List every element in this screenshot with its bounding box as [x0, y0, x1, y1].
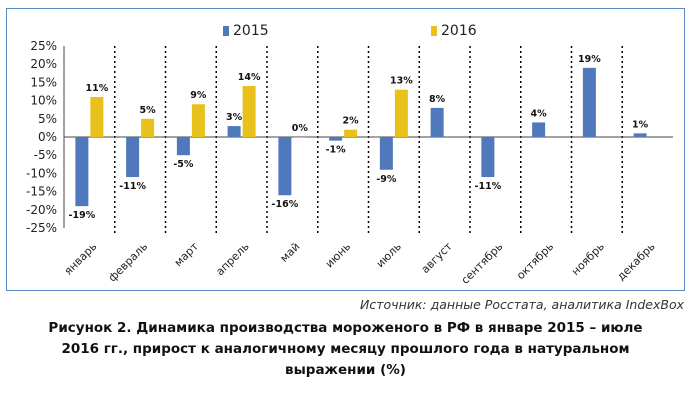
legend-swatch-2015 [223, 26, 229, 36]
bar-2015-февраль [126, 137, 140, 178]
y-tick-label: 25% [30, 39, 57, 53]
data-label-2015-июнь: -1% [326, 145, 347, 156]
data-label-2016-апрель: 14% [238, 72, 261, 83]
caption-line-2: 2016 гг., прирост к аналогичному месяцу … [61, 341, 630, 357]
x-tick-label-август: август [419, 240, 455, 276]
y-tick-label: -10% [26, 166, 57, 180]
x-tick-label-декабрь: декабрь [615, 240, 658, 283]
y-tick-label: 20% [30, 57, 57, 71]
y-tick-label: -15% [26, 185, 57, 199]
bar-2016-июль [394, 89, 408, 137]
bar-2015-ноябрь [582, 67, 596, 137]
bar-2016-март [191, 104, 205, 137]
bar-2015-июнь [329, 137, 343, 141]
bar-2015-январь [75, 137, 89, 207]
x-tick-label-октябрь: октябрь [514, 240, 556, 282]
x-tick-label-июль: июль [374, 240, 404, 270]
bar-2015-май [278, 137, 292, 196]
data-label-2015-ноябрь: 19% [578, 54, 601, 65]
chart-frame: 2015 2016 -25% -20% -15% -10% -5% 0% 5% 10% 15% 20%… [6, 8, 685, 291]
y-tick-label: 5% [38, 112, 57, 126]
data-label-2016-январь: 11% [86, 83, 109, 94]
y-tick-label: 0% [38, 130, 57, 144]
y-tick-label: -25% [26, 221, 57, 235]
bar-2016-январь [90, 96, 104, 137]
data-label-2015-февраль: -11% [119, 181, 146, 192]
y-tick-label: -20% [26, 203, 57, 217]
data-label-2015-август: 8% [429, 94, 446, 105]
ice-cream-production-chart: 2015 2016 -25% -20% -15% -10% -5% 0% 5% 10% 15% 20%… [26, 23, 673, 287]
legend-label-2015: 2015 [233, 23, 269, 39]
legend-label-2016: 2016 [441, 23, 477, 39]
bar-2016-февраль [141, 118, 155, 137]
x-tick-label-апрель: апрель [213, 240, 251, 278]
caption-line-1: Рисунок 2. Динамика производства морожен… [48, 320, 643, 336]
data-label-2015-сентябрь: -11% [475, 181, 502, 192]
data-label-2015-январь: -19% [69, 210, 96, 221]
legend-swatch-2016 [431, 26, 437, 36]
data-label-2015-октябрь: 4% [531, 108, 548, 119]
x-tick-label-январь: январь [62, 240, 100, 278]
figure-caption: Рисунок 2. Динамика производства морожен… [0, 318, 691, 381]
data-label-2015-март: -5% [173, 159, 194, 170]
x-tick-label-июнь: июнь [323, 240, 353, 270]
data-label-2016-июнь: 2% [343, 116, 360, 127]
caption-line-3: выражении (%) [285, 362, 406, 378]
data-label-2016-февраль: 5% [140, 105, 157, 116]
y-tick-label: 15% [30, 75, 57, 89]
bar-2015-апрель [227, 126, 241, 137]
x-tick-label-февраль: февраль [106, 240, 150, 284]
data-label-2016-май: 0% [292, 123, 309, 134]
source-note: Источник: данные Росстата, аналитика Ind… [360, 297, 684, 312]
bar-2016-апрель [242, 86, 256, 137]
y-tick-label: -5% [34, 148, 57, 162]
bar-2015-март [176, 137, 190, 156]
data-label-2015-май: -16% [272, 199, 299, 210]
bar-2015-июль [379, 137, 393, 170]
data-label-2016-июль: 13% [390, 76, 413, 87]
x-tick-label-сентябрь: сентябрь [459, 240, 506, 287]
x-tick-label-март: март [172, 240, 202, 270]
bar-2016-июнь [344, 129, 358, 137]
bar-2015-декабрь [633, 133, 647, 137]
bar-2016-май [293, 137, 307, 138]
data-label-2015-июль: -9% [376, 174, 397, 185]
data-label-2016-март: 9% [190, 90, 207, 101]
bar-2015-август [430, 107, 444, 137]
data-label-2015-декабрь: 1% [632, 119, 649, 130]
bar-2015-октябрь [532, 122, 546, 137]
bar-2015-сентябрь [481, 137, 495, 178]
x-tick-label-ноябрь: ноябрь [569, 240, 607, 278]
x-tick-label-май: май [278, 240, 303, 265]
data-label-2015-апрель: 3% [226, 112, 243, 123]
y-tick-label: 10% [30, 94, 57, 108]
